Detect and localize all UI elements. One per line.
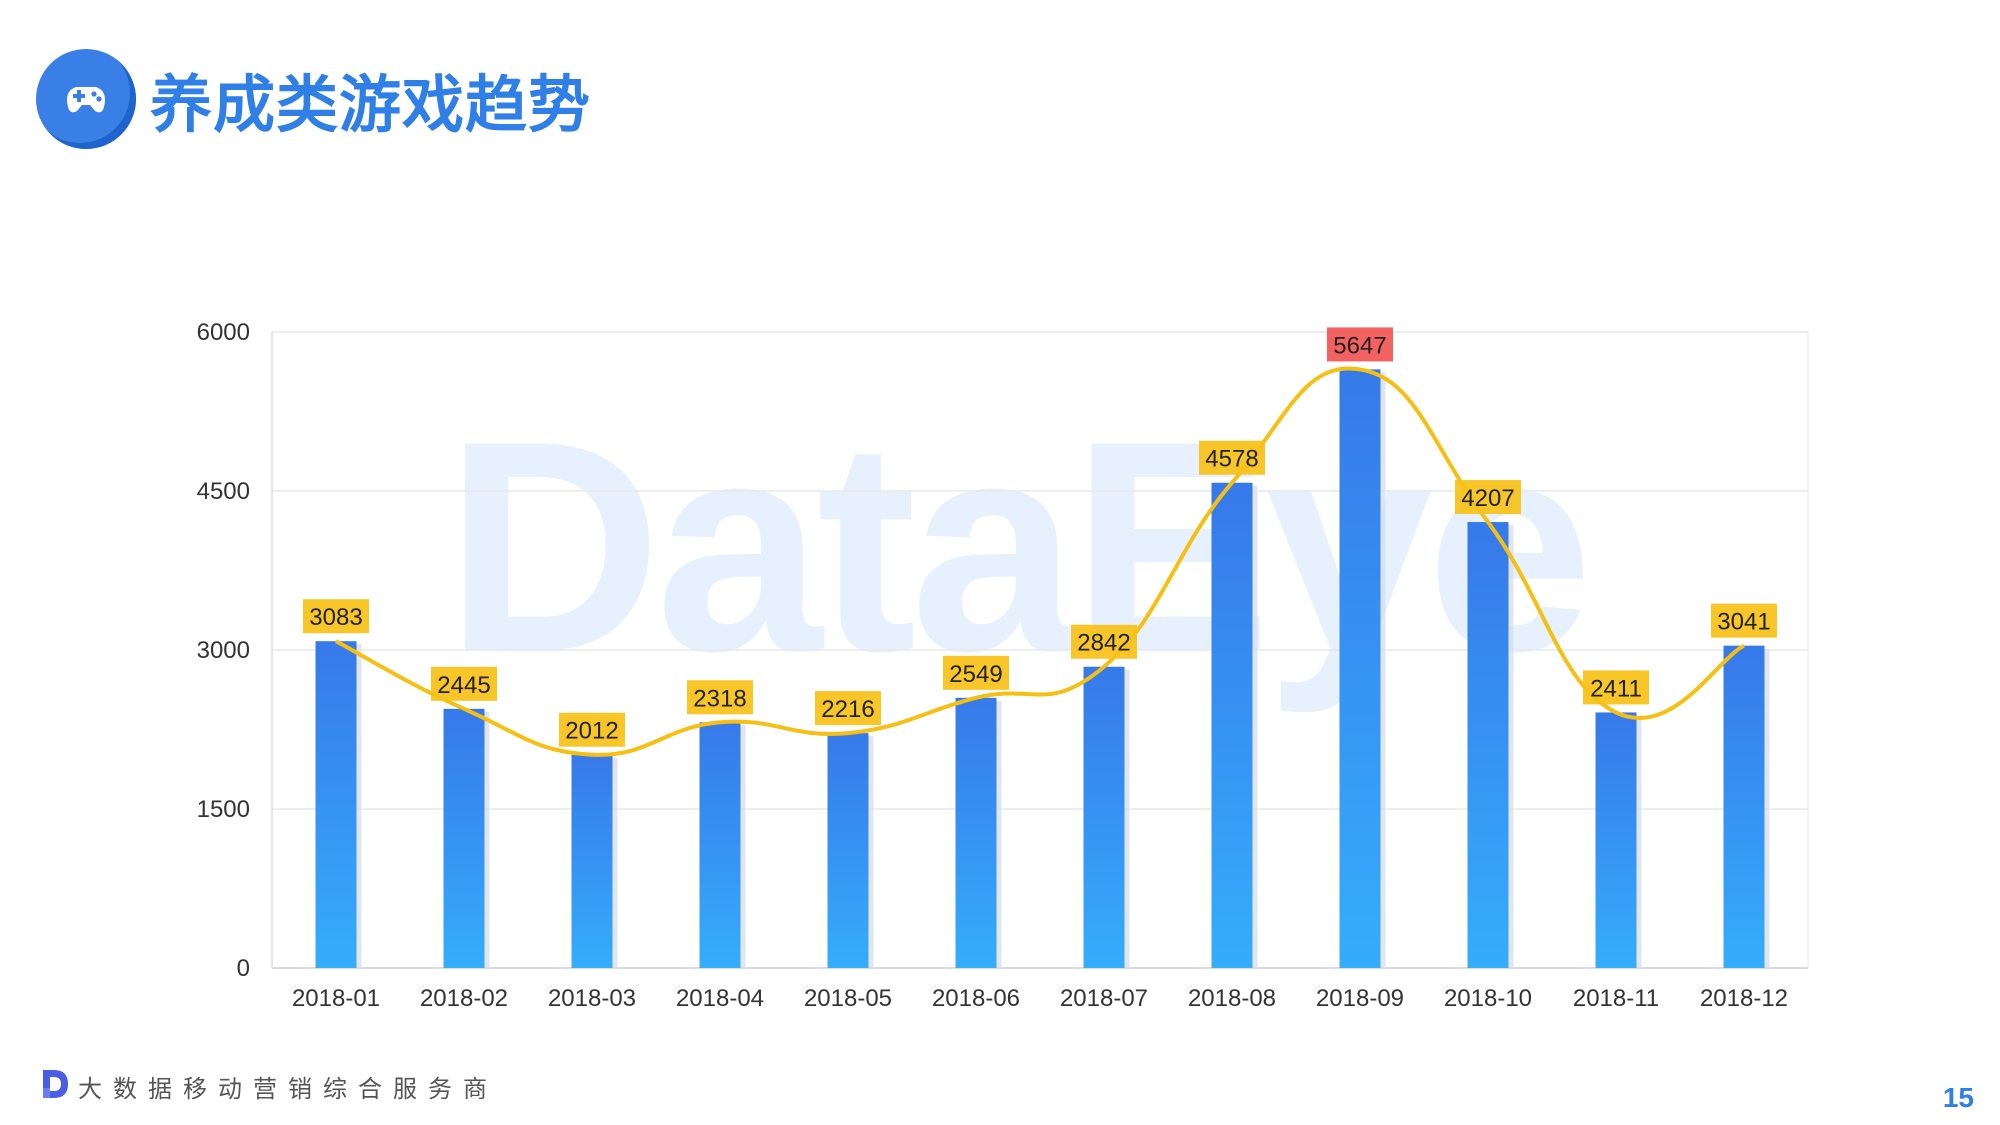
data-label-box xyxy=(815,691,881,726)
data-label-box xyxy=(1327,327,1393,362)
page-title: 养成类游戏趋势 xyxy=(150,68,592,141)
data-label-box xyxy=(559,712,625,747)
footer-tagline: 大数据移动营销综合服务商 xyxy=(78,1074,498,1103)
bar xyxy=(1595,712,1637,968)
bar xyxy=(1339,369,1381,969)
chart-axes: 0 1500 3000 4500 6000 2018-01 2018-02 2018-03 20… xyxy=(197,319,1788,1012)
trend-line xyxy=(335,366,1746,757)
x-tick-label: 2018-08 xyxy=(1188,985,1276,1012)
chart-grid xyxy=(272,331,1809,969)
x-tick-label: 2018-06 xyxy=(932,985,1020,1012)
data-label: 3083 xyxy=(309,604,362,631)
x-tick-label: 2018-04 xyxy=(676,985,764,1012)
y-tick-label: 0 xyxy=(237,955,250,982)
y-tick-label: 1500 xyxy=(197,796,250,823)
x-tick-label: 2018-01 xyxy=(292,985,380,1012)
page-number: 15 xyxy=(1942,1082,1974,1113)
data-label-box xyxy=(1071,624,1137,659)
data-label-box xyxy=(1583,670,1649,705)
x-tick-label: 2018-09 xyxy=(1316,985,1404,1012)
gamepad-icon xyxy=(36,49,136,149)
chart-bars xyxy=(315,369,1770,969)
data-label-box xyxy=(1455,480,1521,515)
chart-trend-line xyxy=(335,366,1746,757)
bar xyxy=(955,697,997,968)
data-label: 4578 xyxy=(1205,446,1258,473)
footer: 大数据移动营销综合服务商 xyxy=(40,1068,498,1104)
y-tick-label: 6000 xyxy=(197,319,250,346)
bar xyxy=(443,708,485,968)
x-tick-label: 2018-02 xyxy=(420,985,508,1012)
data-label-box xyxy=(1199,440,1265,475)
bar xyxy=(1211,482,1253,968)
data-label: 2549 xyxy=(949,661,1002,688)
data-label: 2842 xyxy=(1077,630,1130,657)
bar xyxy=(827,733,869,968)
data-label-box xyxy=(943,655,1009,690)
x-tick-label: 2018-12 xyxy=(1700,985,1788,1012)
watermark: DataEye xyxy=(445,378,1587,716)
x-tick-label: 2018-05 xyxy=(804,985,892,1012)
y-tick-label: 3000 xyxy=(197,637,250,664)
data-label: 2445 xyxy=(437,672,490,699)
data-label: 2318 xyxy=(693,685,746,712)
data-label: 2216 xyxy=(821,696,874,723)
data-label-box xyxy=(687,680,753,715)
x-tick-label: 2018-03 xyxy=(548,985,636,1012)
data-label-box xyxy=(431,666,497,701)
data-label: 2012 xyxy=(565,718,618,745)
bar xyxy=(699,722,741,968)
bar xyxy=(315,641,357,968)
data-label-box xyxy=(303,599,369,634)
bar xyxy=(1467,522,1509,968)
bar xyxy=(1083,666,1125,968)
chart-data-labels: 3083 2445 2012 2318 2216 2549 2842 4578 5647 4207… xyxy=(303,327,1777,747)
y-tick-label: 4500 xyxy=(197,478,250,505)
x-tick-label: 2018-10 xyxy=(1444,985,1532,1012)
bar xyxy=(571,754,613,968)
data-label: 2411 xyxy=(1590,675,1642,702)
header: 养成类游戏趋势 xyxy=(36,48,591,150)
chart: DataEye 3083 2445 2012 2318 2216 2549 2842 4578… xyxy=(197,319,1809,1012)
x-tick-label: 2018-11 xyxy=(1573,985,1659,1012)
data-label: 4207 xyxy=(1461,485,1514,512)
data-label-box xyxy=(1711,603,1777,638)
dataeye-logo-icon xyxy=(40,1068,70,1104)
bar xyxy=(1723,645,1765,968)
data-label: 5647 xyxy=(1333,332,1386,359)
data-label: 3041 xyxy=(1717,609,1770,636)
x-tick-label: 2018-07 xyxy=(1060,985,1148,1012)
